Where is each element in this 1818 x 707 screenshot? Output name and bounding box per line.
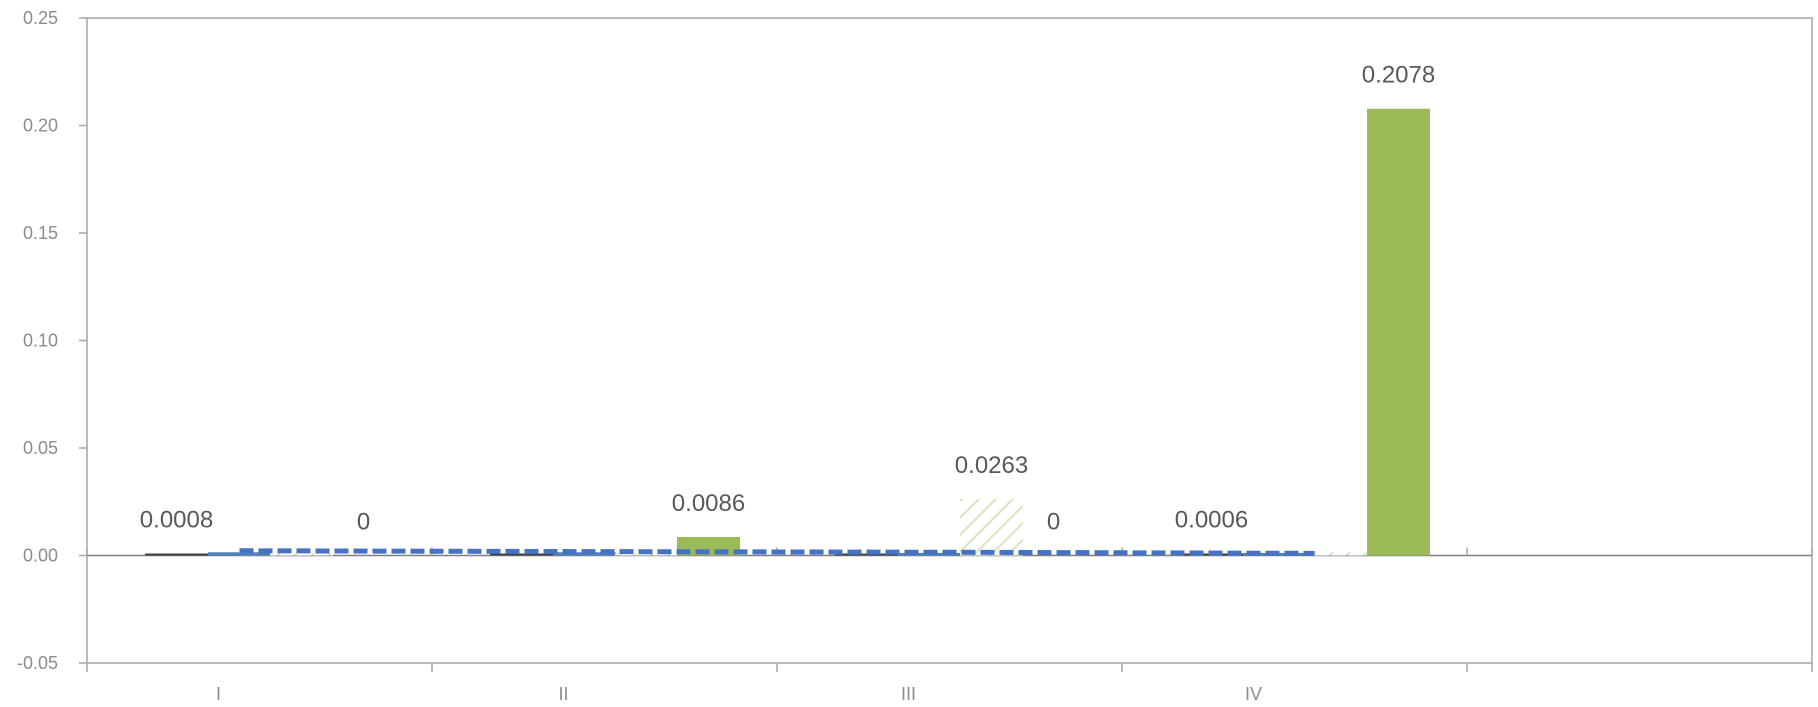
- y-tick-label: 0.15: [23, 223, 58, 243]
- plot-area: [86, 17, 1813, 664]
- x-tick-label: III: [901, 684, 916, 704]
- y-tick-label: 0.25: [23, 8, 58, 28]
- x-tick-label: IV: [1245, 684, 1262, 704]
- bar: [1305, 552, 1368, 556]
- bar: [960, 498, 1023, 556]
- y-tick-label: 0.20: [23, 116, 58, 136]
- bar: [145, 553, 208, 556]
- data-label: 0.0263: [955, 452, 1028, 479]
- y-tick-label: 0.05: [23, 438, 58, 458]
- y-tick-label: -0.05: [17, 653, 58, 673]
- y-tick-label: 0.00: [23, 546, 58, 566]
- y-tick-label: 0.10: [23, 331, 58, 351]
- bar-series: [145, 108, 1430, 556]
- data-label: 0.0008: [140, 507, 213, 534]
- trendline-path: [239, 548, 1315, 556]
- bar: [208, 552, 271, 556]
- trendline: [239, 548, 1315, 556]
- data-label: 0.0086: [672, 490, 745, 517]
- bar: [615, 553, 678, 556]
- data-label: 0: [357, 509, 370, 536]
- bar: [270, 553, 333, 556]
- x-axis: I II III IV: [86, 547, 1813, 704]
- data-label: 0.2078: [1362, 62, 1435, 89]
- y-axis: 0.25 0.20 0.15 0.10 0.05 0.00 -0.05: [17, 8, 87, 673]
- bar: [1367, 108, 1430, 556]
- x-tick-label: I: [216, 684, 221, 704]
- bar: [490, 553, 553, 556]
- x-tick-label: II: [558, 684, 568, 704]
- data-labels: 0.0008 0 0.0086 0.0263 0 0.0006 0.2078: [140, 62, 1435, 536]
- data-label: 0.0006: [1175, 507, 1248, 534]
- data-label: 0: [1047, 509, 1060, 536]
- plot-border: [86, 17, 1813, 664]
